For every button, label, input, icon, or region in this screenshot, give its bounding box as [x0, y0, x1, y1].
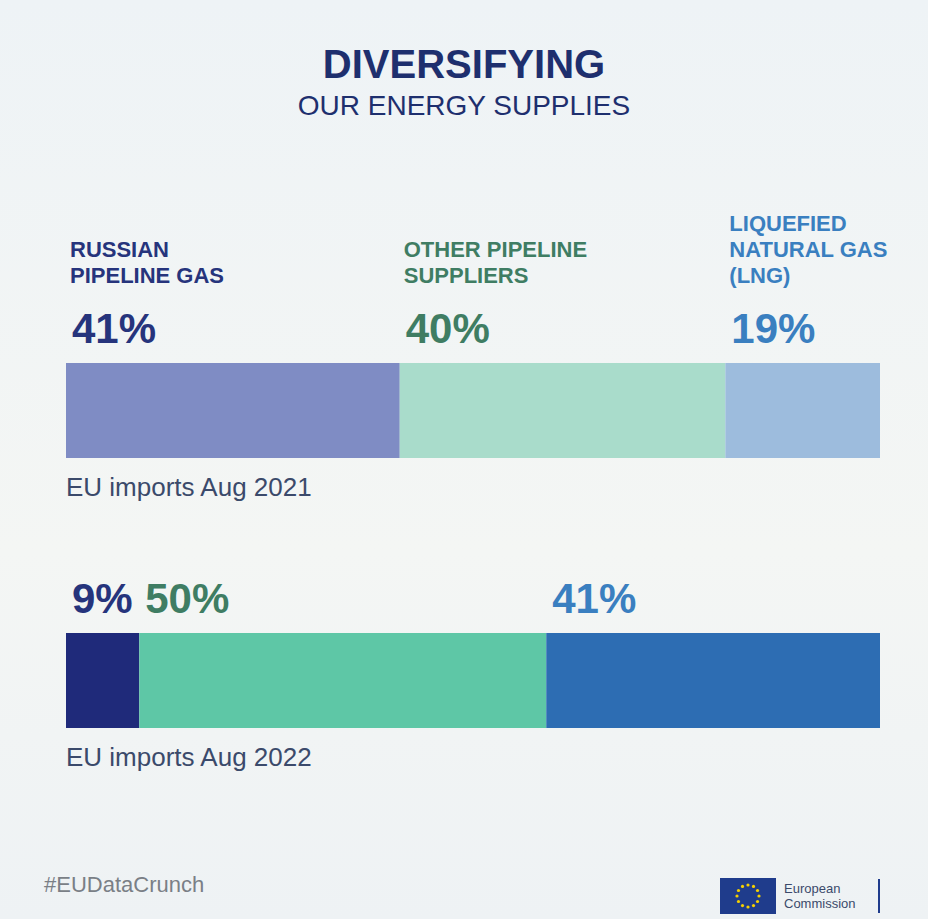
svg-text:LIQUEFIED: LIQUEFIED	[729, 211, 846, 236]
html-text:DIVERSIFYING: DIVERSIFYING	[322, 42, 606, 86]
svg-text:40%: 40%	[406, 305, 490, 352]
svg-text:RUSSIAN: RUSSIAN	[70, 237, 169, 262]
svg-text:EU imports Aug 2022: EU imports Aug 2022	[66, 742, 312, 772]
svg-text:PIPELINE GAS: PIPELINE GAS	[70, 263, 224, 288]
svg-text:41%: 41%	[552, 575, 636, 622]
svg-text:41%: 41%	[72, 305, 156, 352]
svg-text:19%: 19%	[731, 305, 815, 352]
svg-text:50%: 50%	[145, 575, 229, 622]
html-text:European Commission: European Commission	[784, 881, 856, 911]
svg-text:9%: 9%	[72, 575, 133, 622]
html-text:#EUDataCrunch: #EUDataCrunch	[44, 872, 205, 897]
html-text:OUR ENERGY SUPPLIES: OUR ENERGY SUPPLIES	[297, 90, 631, 121]
svg-text:NATURAL GAS: NATURAL GAS	[729, 237, 887, 262]
svg-text:SUPPLIERS: SUPPLIERS	[404, 263, 529, 288]
svg-text:OTHER PIPELINE: OTHER PIPELINE	[404, 237, 587, 262]
svg-text:(LNG): (LNG)	[729, 263, 790, 288]
svg-text:EU imports Aug 2021: EU imports Aug 2021	[66, 472, 312, 502]
